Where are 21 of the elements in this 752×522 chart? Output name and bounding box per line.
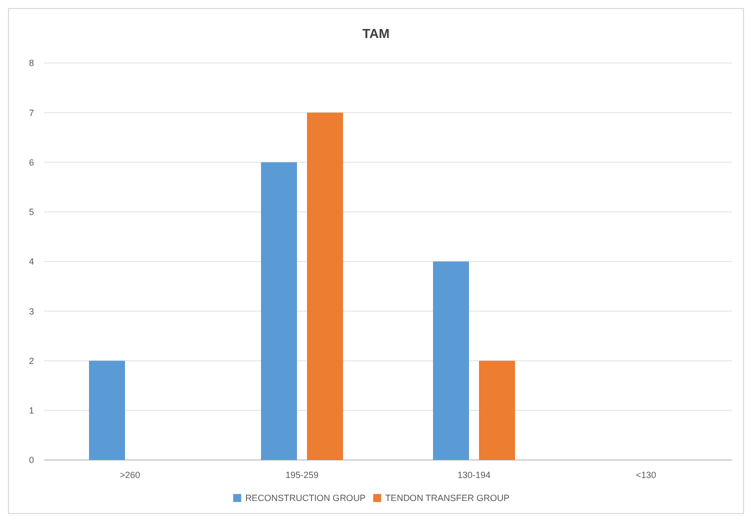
x-tick-label: <130 [636,470,656,480]
x-tick-label: >260 [120,470,140,480]
legend-label: RECONSTRUCTION GROUP [245,493,366,504]
y-tick-label: 0 [28,455,34,466]
y-tick-label: 5 [28,207,34,218]
y-tick-label: 8 [28,58,34,68]
y-tick-label: 6 [28,157,34,168]
y-tick-label: 3 [28,306,34,316]
y-tick-label: 2 [28,356,34,366]
bar [261,162,297,460]
chart-title: TAM [362,26,390,41]
x-tick-label: 130-194 [457,470,491,480]
y-tick-label: 4 [28,256,34,267]
y-tick-label: 7 [28,108,34,118]
bar [433,262,469,460]
y-tick-label: 1 [28,406,34,416]
x-tick-label: 195-259 [285,470,319,480]
bar [89,360,125,460]
legend-label: TENDON TRANSFER GROUP [385,493,510,504]
bar [307,112,343,460]
bar [479,360,515,460]
